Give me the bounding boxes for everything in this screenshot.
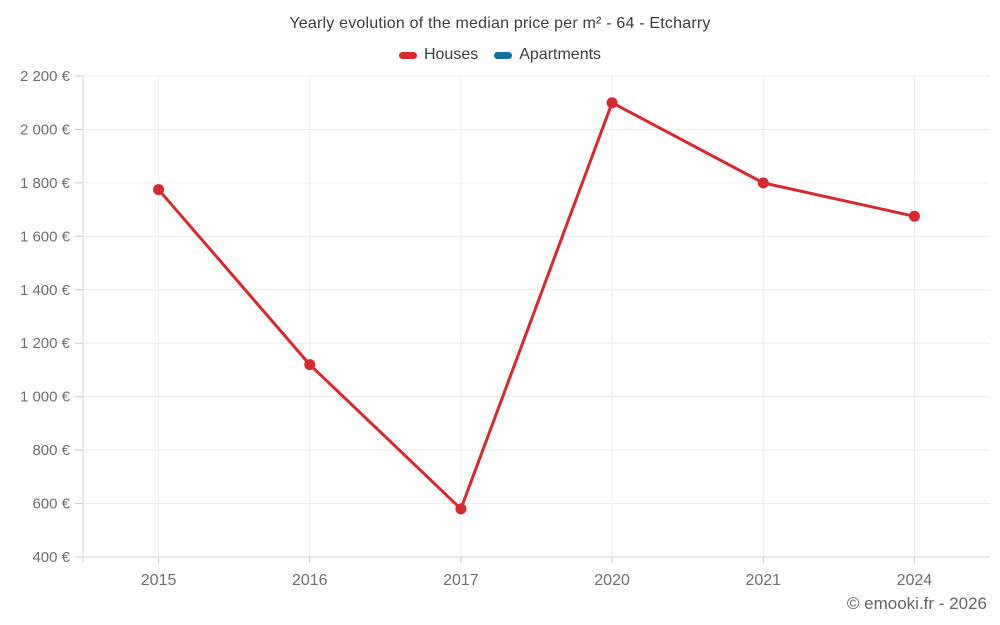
y-tick-label: 800 € — [32, 442, 70, 459]
chart-title: Yearly evolution of the median price per… — [289, 15, 711, 32]
x-tick-label: 2016 — [292, 572, 328, 589]
data-point-houses[interactable] — [908, 210, 920, 222]
data-point-houses[interactable] — [455, 503, 467, 515]
y-tick-label: 2 200 € — [20, 68, 71, 85]
x-tick-label: 2024 — [897, 572, 933, 589]
x-tick-label: 2021 — [745, 572, 781, 589]
legend-label-houses: Houses — [423, 46, 479, 63]
legend-item-apartments: Apartments — [494, 46, 601, 64]
y-tick-label: 1 800 € — [20, 175, 71, 192]
y-tick-label: 1 600 € — [20, 228, 71, 245]
data-point-houses[interactable] — [153, 184, 165, 196]
legend-label-apartments: Apartments — [519, 46, 602, 63]
y-tick-label: 1 200 € — [20, 335, 71, 352]
data-point-houses[interactable] — [757, 177, 769, 189]
y-tick-label: 600 € — [32, 496, 70, 513]
x-tick-label: 2020 — [594, 572, 630, 589]
legend: Houses Apartments — [0, 46, 1000, 64]
series-line-houses — [157, 101, 916, 511]
y-tick-label: 400 € — [32, 549, 70, 566]
x-tick-label: 2017 — [443, 572, 479, 589]
copyright-attribution: © emooki.fr - 2026 — [846, 594, 987, 613]
y-tick-label: 1 000 € — [20, 389, 71, 406]
apartments-series-swatch-icon — [494, 51, 513, 59]
data-point-houses[interactable] — [606, 97, 618, 109]
y-tick-label: 1 400 € — [20, 282, 71, 299]
houses-series-swatch-icon — [398, 51, 417, 59]
data-point-houses[interactable] — [304, 359, 316, 371]
y-tick-label: 2 000 € — [20, 121, 71, 138]
x-tick-label: 2015 — [141, 572, 177, 589]
legend-item-houses: Houses — [398, 46, 479, 64]
